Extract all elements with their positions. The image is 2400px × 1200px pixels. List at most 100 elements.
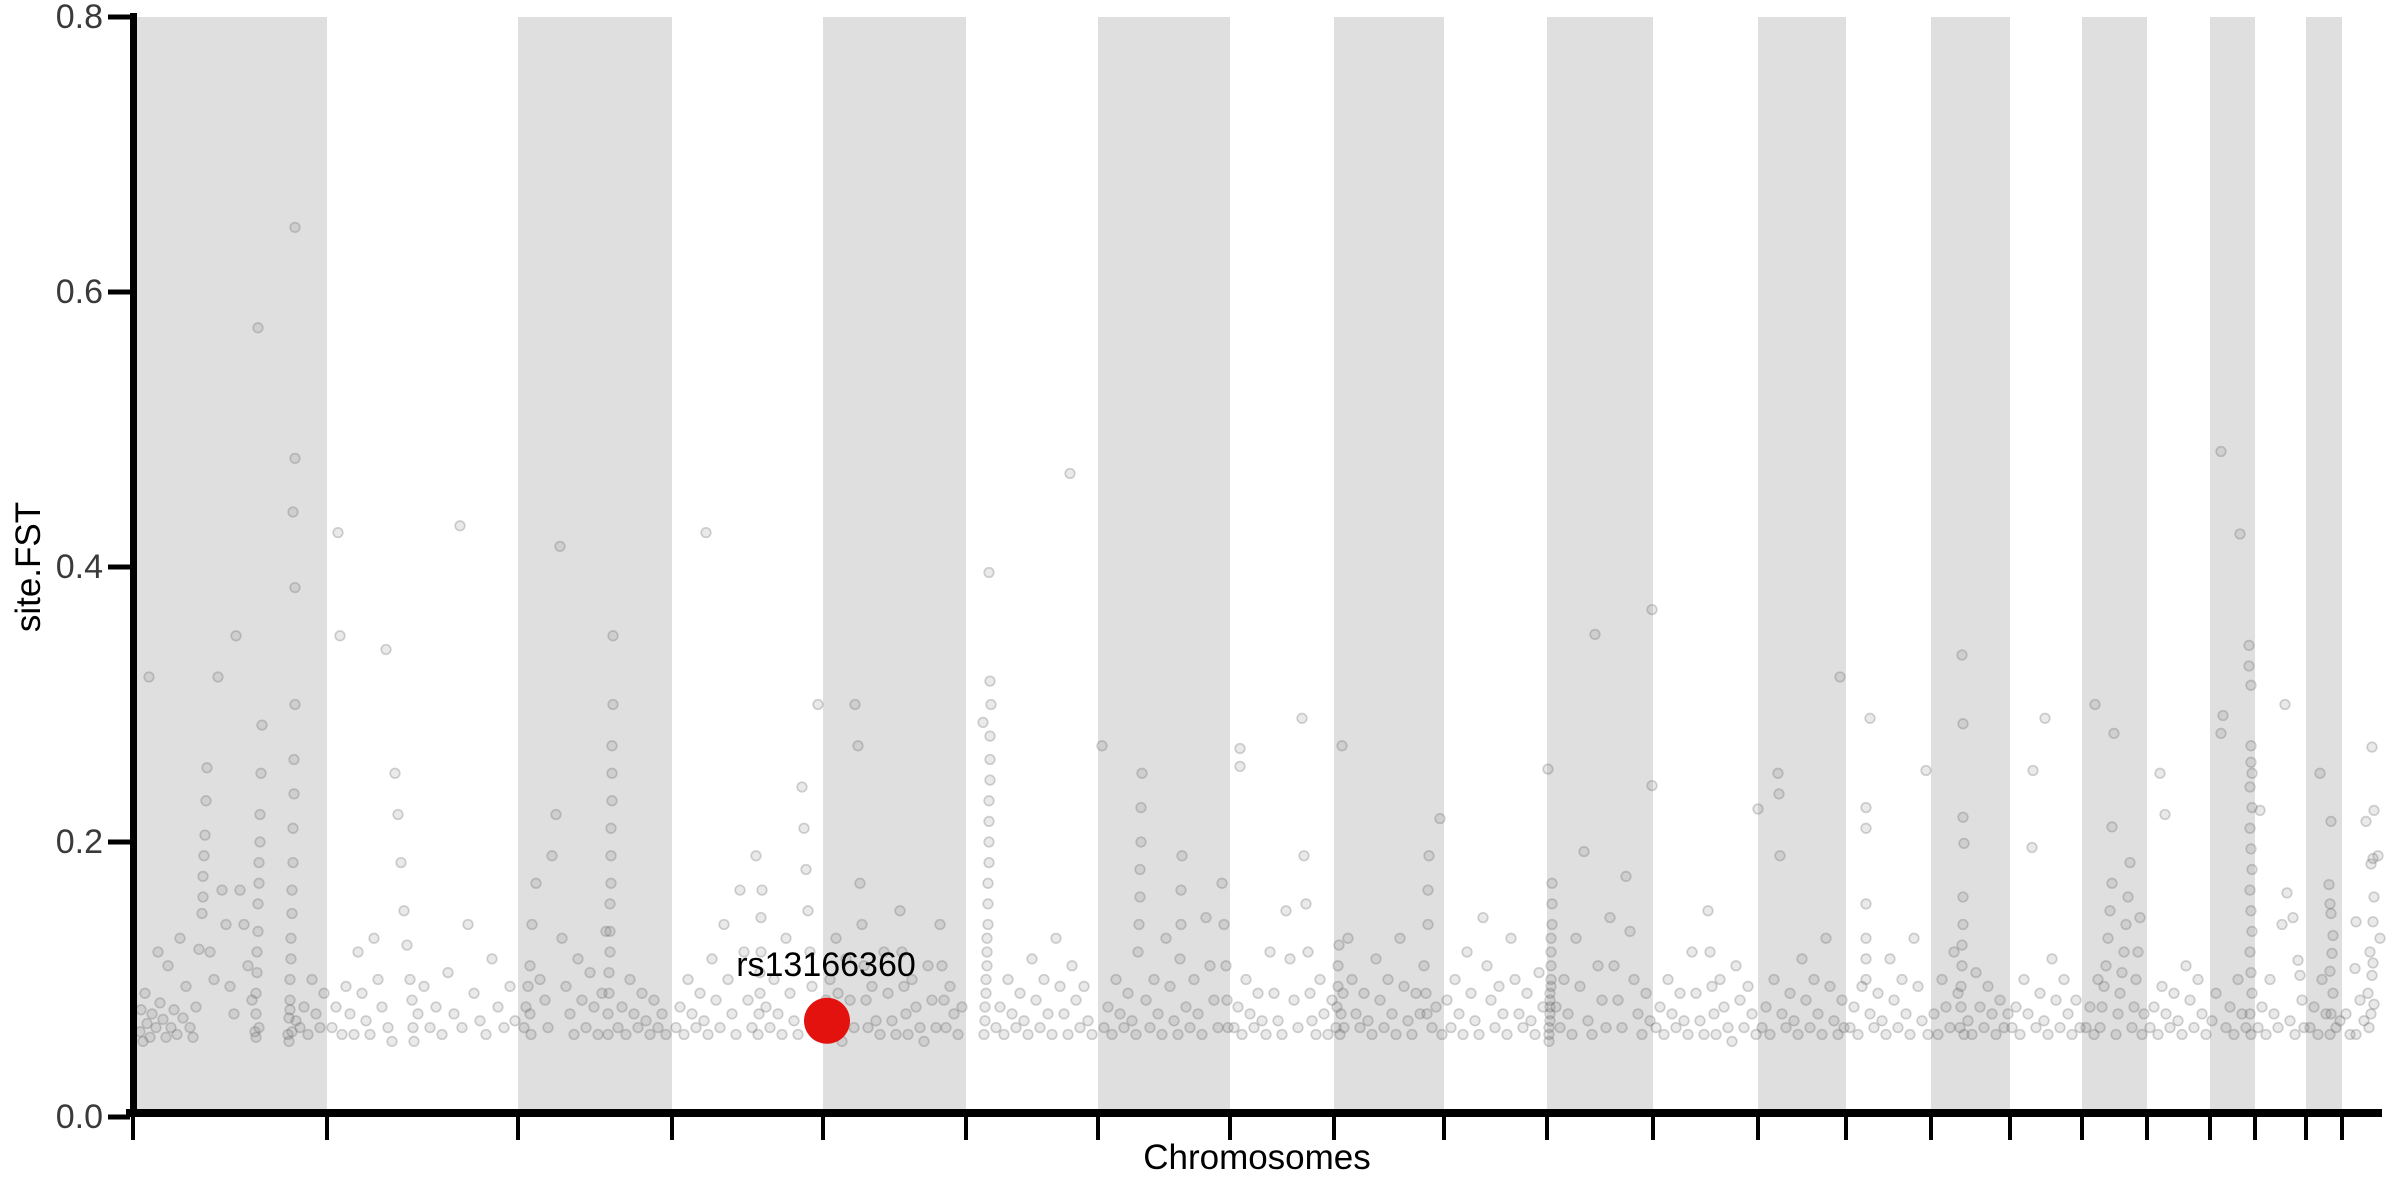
x-axis-tick-chr10 (1442, 1117, 1446, 1140)
snp-point (1200, 911, 1212, 924)
snp-point (636, 987, 648, 999)
snp-point (1180, 1001, 1192, 1013)
snp-point (1912, 980, 1924, 993)
snp-point (284, 1004, 296, 1016)
snp-point (318, 987, 330, 999)
snp-point (1062, 1028, 1074, 1041)
snp-point (2102, 932, 2114, 944)
snp-point (1742, 980, 1754, 993)
snp-point (2098, 980, 2110, 993)
snp-point (1636, 1028, 1648, 1041)
snp-point (1834, 671, 1846, 683)
snp-point (1420, 987, 1432, 999)
snp-point (1678, 1015, 1690, 1027)
snp-point (287, 506, 299, 518)
snp-point (135, 1004, 147, 1016)
snp-point (1132, 946, 1144, 958)
snp-point (2215, 445, 2227, 458)
snp-point (1860, 822, 1872, 834)
snp-point (1086, 1028, 1098, 1041)
snp-point (530, 877, 542, 889)
snp-point (162, 960, 174, 972)
snp-point (1135, 836, 1147, 848)
snp-point (1928, 1008, 1940, 1020)
snp-point (1184, 1021, 1196, 1034)
snp-point (690, 1021, 702, 1034)
snp-point (193, 943, 205, 955)
snp-point (285, 953, 297, 965)
snp-point (224, 980, 236, 993)
snp-point (858, 960, 870, 972)
snp-point (184, 1021, 196, 1034)
snp-point (768, 973, 780, 986)
snp-point (288, 753, 300, 766)
snp-point (580, 1021, 592, 1034)
snp-point (2232, 973, 2244, 986)
snp-point (607, 630, 619, 642)
x-axis-tick-chr11 (1545, 1117, 1549, 1140)
snp-point (1694, 1015, 1706, 1027)
snp-point (1501, 1028, 1513, 1041)
snp-point (1816, 1028, 1828, 1041)
snp-point (1421, 1008, 1433, 1020)
snp-point (157, 1013, 169, 1026)
snp-point (2244, 884, 2256, 896)
snp-point (1497, 1008, 1509, 1020)
snp-point (656, 1008, 668, 1020)
snp-point (1958, 837, 1970, 850)
snp-point (2256, 1001, 2268, 1013)
snp-point (1986, 1008, 1998, 1020)
snp-point (1896, 973, 1908, 986)
snp-point (1252, 987, 1264, 999)
snp-point (256, 719, 268, 731)
y-tick-label-0.8: 0.8 (55, 0, 103, 36)
snp-point (524, 960, 536, 972)
snp-point (1234, 742, 1246, 755)
snp-point (1114, 1008, 1126, 1020)
x-axis-tick-chr14 (1844, 1117, 1848, 1140)
snp-point (2002, 1008, 2014, 1020)
snp-point (2228, 1028, 2240, 1041)
snp-point (2130, 973, 2142, 986)
x-axis-tick-chr19 (2208, 1117, 2212, 1140)
snp-point (934, 918, 946, 931)
snp-point (1546, 877, 1558, 889)
snp-point (1010, 1021, 1022, 1034)
snp-point (253, 856, 265, 869)
snp-point (1398, 980, 1410, 993)
snp-point (2027, 764, 2039, 777)
snp-point (983, 836, 995, 848)
snp-point (1331, 1001, 1343, 1013)
snp-point (1525, 1015, 1537, 1027)
snp-point (2116, 966, 2128, 979)
snp-point (866, 980, 878, 993)
snp-point (982, 877, 994, 889)
snp-point (1738, 1021, 1750, 1034)
highlight-snp-point (804, 997, 850, 1044)
snp-point (981, 932, 993, 944)
snp-point (1342, 932, 1354, 944)
snp-point (1962, 1015, 1974, 1027)
snp-point (1954, 1021, 1966, 1034)
snp-point (2324, 965, 2336, 977)
snp-point (1970, 966, 1982, 979)
snp-point (252, 322, 264, 334)
snp-point (2168, 987, 2180, 999)
snp-point (1533, 966, 1545, 979)
snp-point (750, 850, 762, 862)
snp-point (289, 581, 301, 594)
snp-point (198, 850, 210, 862)
snp-point (1234, 760, 1246, 773)
snp-point (2325, 815, 2337, 828)
x-axis-tick-chr15 (1929, 1117, 1933, 1140)
snp-point (1726, 1035, 1738, 1048)
snp-point (1832, 1028, 1844, 1041)
snp-point (1773, 788, 1785, 800)
snp-point (1674, 987, 1686, 999)
snp-point (755, 911, 767, 924)
y-axis-tick-0 (108, 1114, 130, 1120)
snp-point (890, 1028, 902, 1041)
snp-point (1156, 1028, 1168, 1041)
snp-point (1998, 1021, 2010, 1034)
snp-point (2217, 709, 2229, 722)
